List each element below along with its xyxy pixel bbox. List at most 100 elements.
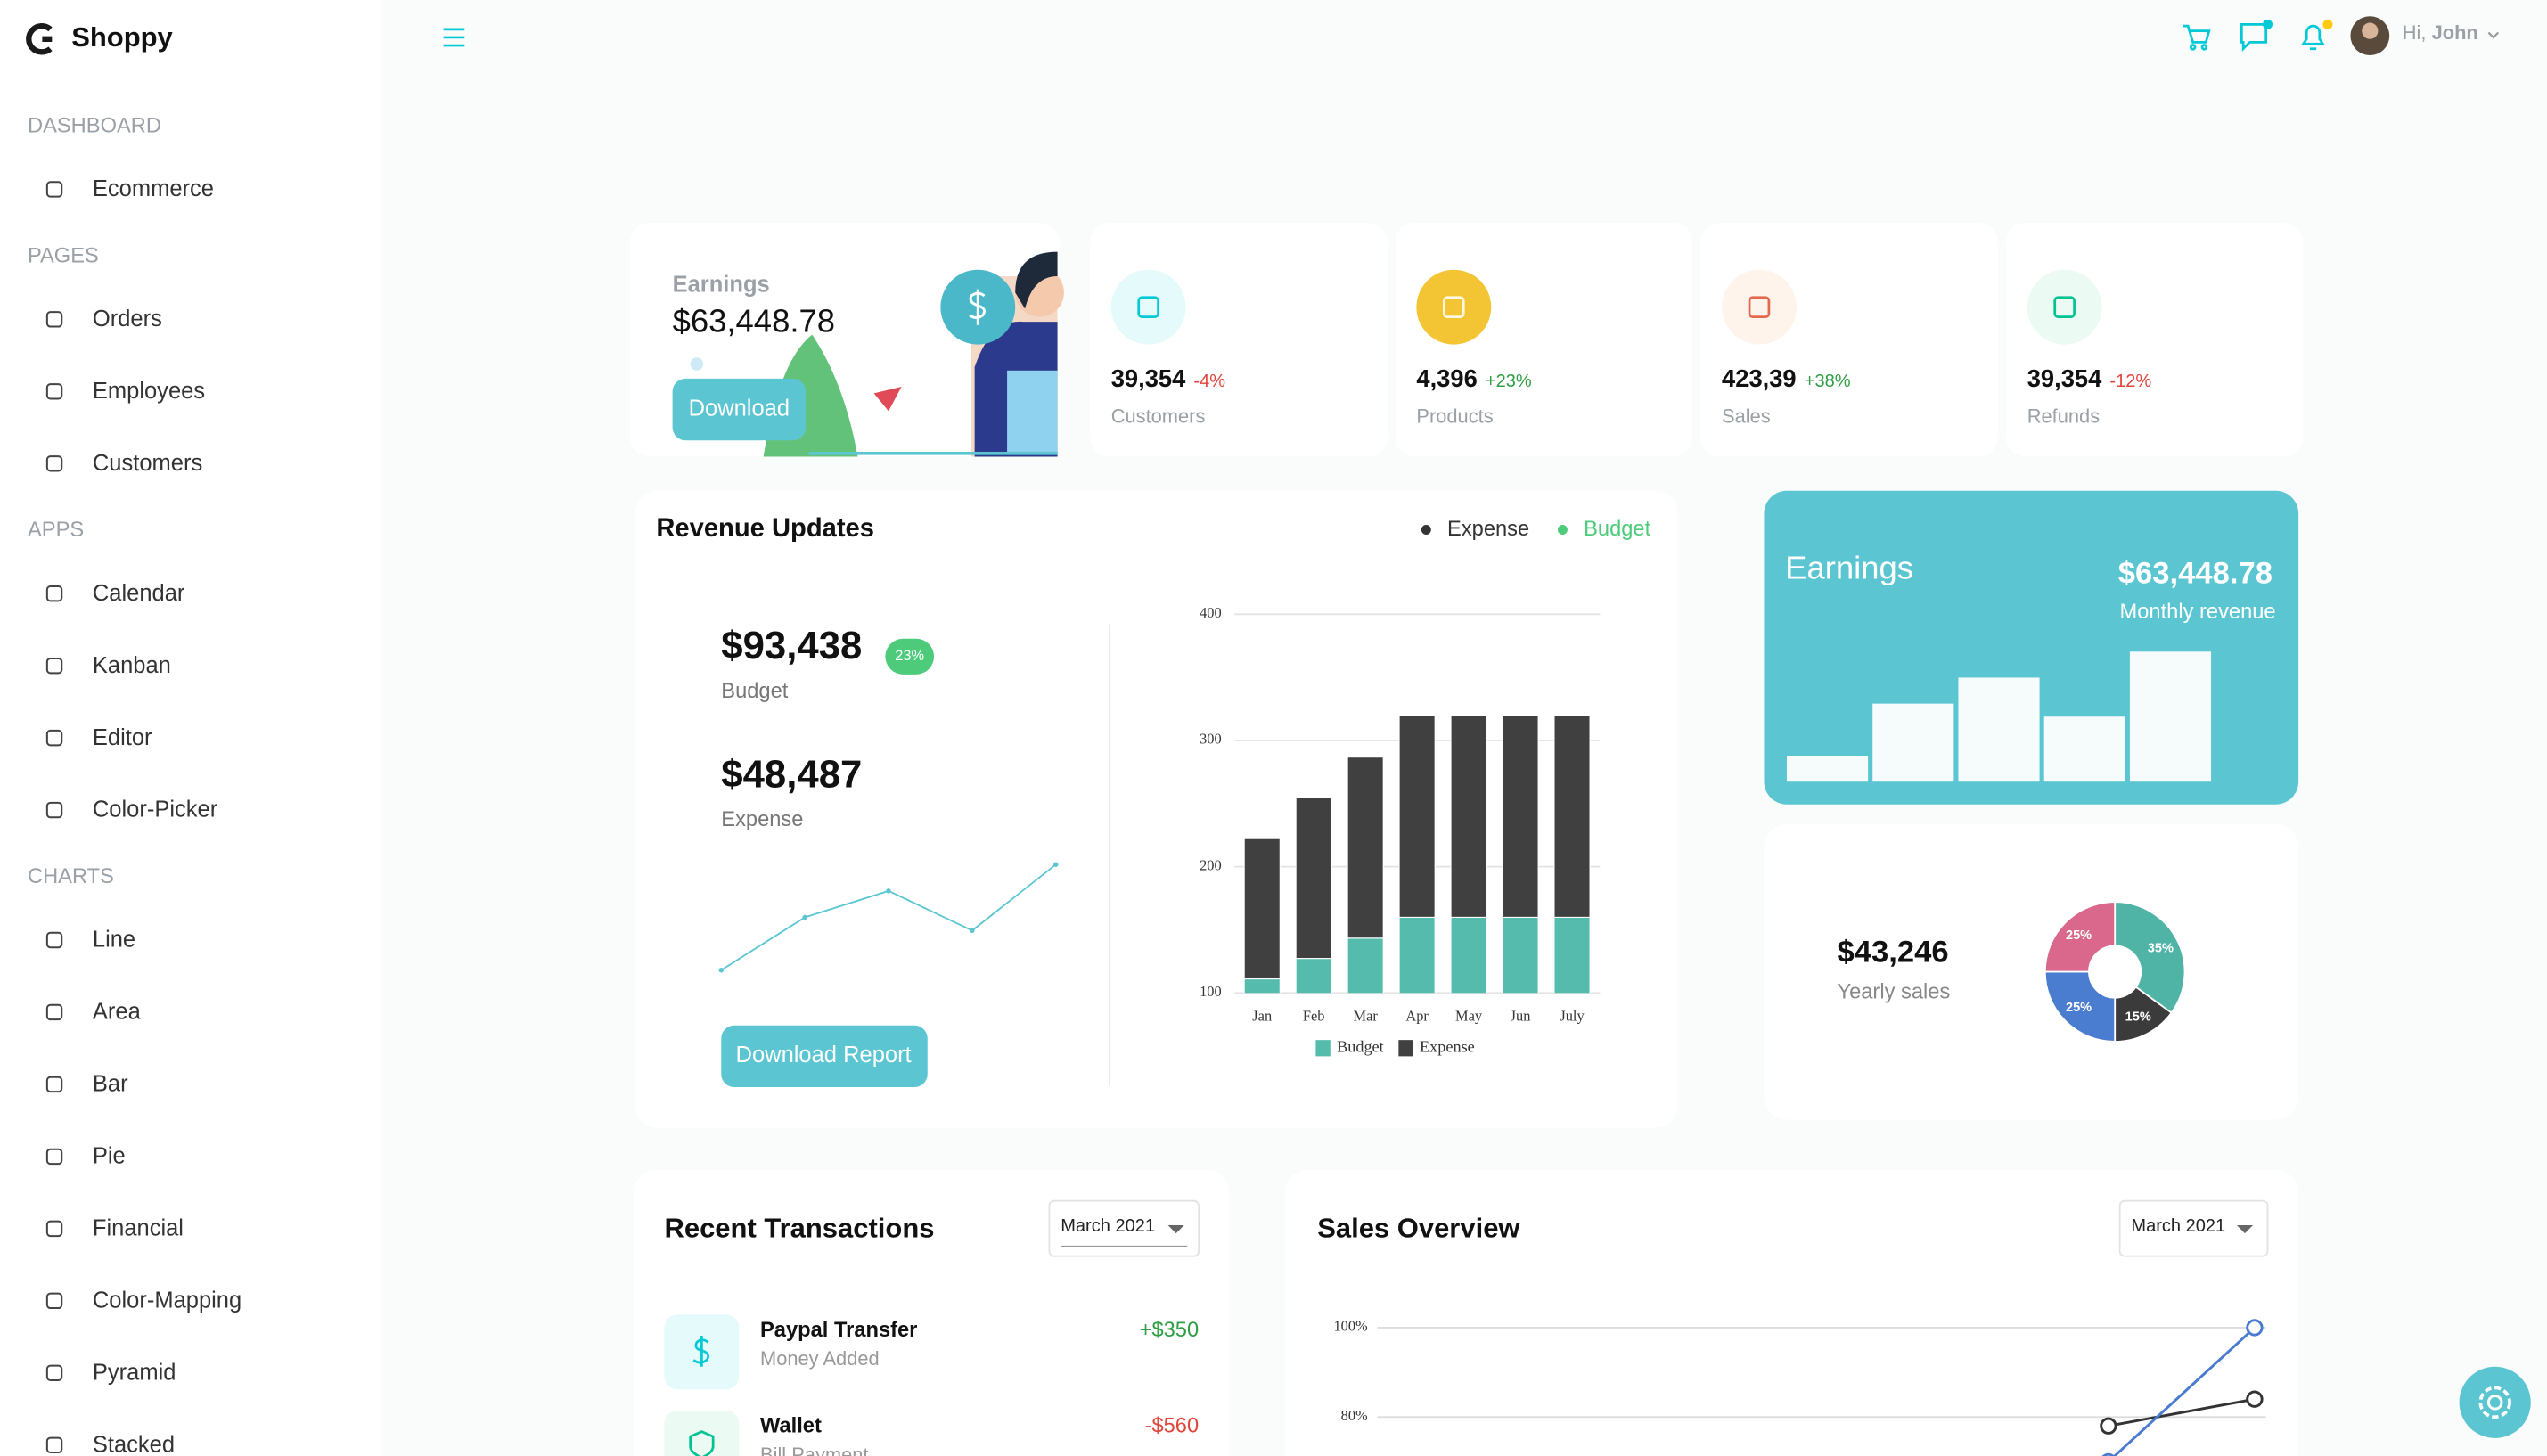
legend-label: Expense xyxy=(1447,518,1529,541)
stat-label: Sales xyxy=(1722,405,1771,427)
x-tick-label: July xyxy=(1560,1007,1585,1024)
sidebar xyxy=(0,0,382,1456)
nav-icon xyxy=(45,1364,63,1382)
nav-item[interactable]: Customers xyxy=(93,451,202,476)
period-dropdown[interactable] xyxy=(2118,1199,2269,1257)
stat-label: Products xyxy=(1416,405,1493,427)
download-report-button[interactable] xyxy=(721,1025,928,1088)
card-amount: $63,448.78 xyxy=(673,303,835,339)
dropdown-label: March 2021 xyxy=(2131,1216,2225,1236)
bars xyxy=(1243,715,1591,994)
line-point xyxy=(2100,1417,2117,1435)
user-chevron[interactable] xyxy=(2487,31,2500,39)
bar xyxy=(1243,838,1281,980)
nav-icon xyxy=(45,1003,63,1021)
y-tick-label: 400 xyxy=(1200,604,1222,621)
nav-icon xyxy=(45,657,63,675)
nav-item[interactable]: Financial xyxy=(93,1216,184,1241)
budget-amount: $93,438 xyxy=(721,624,862,667)
nav-icon xyxy=(45,1436,63,1453)
nav-icon xyxy=(45,1076,63,1093)
button-label: Download Report xyxy=(736,1043,912,1067)
bar xyxy=(1502,715,1539,918)
sparkline-point xyxy=(970,928,975,934)
stat-icon xyxy=(1416,269,1492,345)
nav-item[interactable]: Pyramid xyxy=(93,1360,176,1385)
user-name: John xyxy=(2432,21,2478,44)
stat-value: 423,39 xyxy=(1722,364,1797,392)
stat-change: -12% xyxy=(2109,372,2151,391)
sparkline-point xyxy=(886,888,891,894)
bar xyxy=(1450,715,1487,918)
x-tick-label: Feb xyxy=(1303,1007,1325,1024)
nav-icon xyxy=(45,585,63,602)
pie-slice xyxy=(2043,970,2117,1043)
transaction-icon xyxy=(664,1410,740,1456)
dollar-glyph xyxy=(692,1336,710,1367)
nav-item[interactable]: Line xyxy=(93,928,135,953)
yearly-label: Yearly sales xyxy=(1837,981,1950,1004)
nav-item[interactable]: Bar xyxy=(93,1072,128,1097)
nav-item[interactable]: Color-Picker xyxy=(93,798,218,822)
transaction-subtitle: Money Added xyxy=(760,1347,880,1370)
line-series xyxy=(2112,1326,2256,1456)
stat-icon xyxy=(2027,269,2102,345)
bar xyxy=(1347,757,1384,939)
yearly-amount: $43,246 xyxy=(1837,936,1948,969)
x-tick-label: May xyxy=(1455,1007,1483,1024)
stat-icon xyxy=(1722,269,1797,345)
section-title: PAGES xyxy=(28,244,99,267)
chat-badge xyxy=(2263,19,2273,29)
dropdown-label: March 2021 xyxy=(1061,1216,1155,1236)
nav-item[interactable]: Color-Mapping xyxy=(93,1288,242,1313)
badge-label: 23% xyxy=(895,648,924,664)
card-subtitle: Monthly revenue xyxy=(2120,601,2276,624)
shield-glyph xyxy=(689,1430,715,1456)
nav-item[interactable]: Kanban xyxy=(93,653,171,678)
nav-item[interactable]: Pie xyxy=(93,1144,126,1169)
x-tick-label: Apr xyxy=(1405,1007,1429,1024)
nav-icon xyxy=(45,181,63,198)
card-title: Revenue Updates xyxy=(656,514,874,543)
nav-icon xyxy=(45,1292,63,1310)
nav-icon xyxy=(45,383,63,400)
stat-value: 4,396 xyxy=(1416,364,1477,392)
mini-bar xyxy=(2129,651,2212,782)
stat-value: 39,354 xyxy=(1111,364,1186,392)
dollar-glyph xyxy=(969,289,986,325)
pie-slice xyxy=(2114,901,2186,1014)
nav-icon xyxy=(45,311,63,328)
nav-item[interactable]: Employees xyxy=(93,379,205,404)
sparkline-point xyxy=(1053,862,1059,867)
expense-label: Expense xyxy=(721,808,803,831)
nav-item[interactable]: Ecommerce xyxy=(93,176,214,201)
settings-button[interactable] xyxy=(2459,1366,2531,1438)
yearly-card xyxy=(1764,823,2299,1120)
stat-icon xyxy=(1110,269,1186,345)
menu-button[interactable] xyxy=(443,28,465,47)
nav-item[interactable]: Stacked xyxy=(93,1432,175,1456)
mini-bar xyxy=(1958,677,2040,782)
pie-label: 15% xyxy=(2125,1010,2151,1025)
card-title: Sales Overview xyxy=(1317,1213,1520,1244)
y-tick-label: 100% xyxy=(1333,1318,1368,1335)
line-series xyxy=(2108,1397,2256,1427)
x-tick-label: Jan xyxy=(1252,1007,1272,1024)
stat-change: +38% xyxy=(1805,372,1851,391)
nav-item[interactable]: Editor xyxy=(93,725,152,750)
stat-change: -4% xyxy=(1193,372,1225,391)
period-dropdown[interactable] xyxy=(1048,1199,1200,1257)
download-button[interactable] xyxy=(672,378,807,441)
bar xyxy=(1347,937,1384,994)
nav-item[interactable]: Calendar xyxy=(93,581,185,606)
mini-bar xyxy=(1786,756,1869,782)
dropdown-arrow xyxy=(2236,1225,2254,1234)
nav-item[interactable]: Orders xyxy=(93,307,162,331)
nav-item[interactable]: Area xyxy=(93,1000,142,1025)
y-tick-label: 80% xyxy=(1341,1407,1368,1424)
pie-label: 25% xyxy=(2066,928,2092,943)
nav-icon xyxy=(45,801,63,819)
x-tick-label: Jun xyxy=(1511,1007,1531,1024)
